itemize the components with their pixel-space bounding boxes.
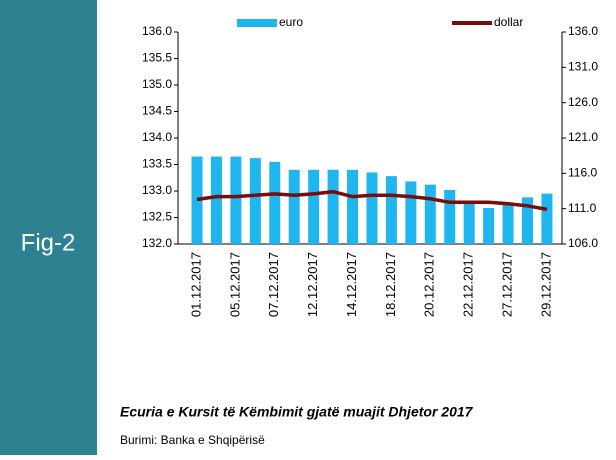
x-tick-label: 07.12.2017 bbox=[266, 252, 281, 317]
y2-tick-label: 116.0 bbox=[568, 166, 597, 180]
bar bbox=[308, 169, 320, 244]
bar bbox=[444, 189, 456, 244]
caption: Ecuria e Kursit të Këmbimit gjatë muajit… bbox=[120, 404, 474, 420]
x-tick-label: 12.12.2017 bbox=[305, 252, 320, 317]
y-tick-label: 135.0 bbox=[142, 77, 172, 91]
x-tick-label: 18.12.2017 bbox=[383, 252, 398, 317]
bar bbox=[249, 158, 261, 244]
legend-label: euro bbox=[279, 15, 303, 29]
side-panel bbox=[0, 0, 97, 455]
bar bbox=[269, 161, 281, 244]
bar bbox=[463, 201, 475, 244]
bar bbox=[191, 156, 203, 244]
bar bbox=[210, 156, 222, 244]
line bbox=[196, 189, 548, 212]
y2-tick-label: 106.0 bbox=[568, 236, 598, 250]
y-tick-label: 132.0 bbox=[142, 236, 172, 250]
bar bbox=[288, 169, 300, 244]
y2-tick-label: 121.0 bbox=[568, 130, 598, 144]
x-tick-label: 14.12.2017 bbox=[344, 252, 359, 317]
y2-tick-label: 131.0 bbox=[568, 60, 598, 74]
x-tick-label: 05.12.2017 bbox=[227, 252, 242, 317]
x-tick-label: 29.12.2017 bbox=[538, 252, 553, 317]
y-tick-label: 135.5 bbox=[142, 51, 172, 65]
y-tick-label: 134.0 bbox=[142, 130, 172, 144]
y2-tick-label: 111.0 bbox=[568, 201, 597, 215]
y-tick-label: 132.5 bbox=[142, 210, 172, 224]
y-tick-label: 133.5 bbox=[142, 157, 172, 171]
y2-tick-label: 126.0 bbox=[568, 95, 598, 109]
figure-label: Fig-2 bbox=[21, 229, 76, 256]
y2-tick-label: 136.0 bbox=[568, 24, 598, 38]
bar bbox=[385, 176, 397, 244]
bar bbox=[405, 181, 417, 244]
bar bbox=[230, 156, 242, 244]
bar bbox=[424, 184, 436, 244]
source: Burimi: Banka e Shqipërisë bbox=[120, 433, 265, 447]
bar bbox=[502, 204, 514, 244]
bar bbox=[366, 172, 378, 244]
bar bbox=[347, 169, 359, 244]
bar bbox=[541, 193, 553, 244]
legend-label: dollar bbox=[494, 15, 523, 29]
x-tick-label: 27.12.2017 bbox=[499, 252, 514, 317]
x-tick-label: 01.12.2017 bbox=[188, 252, 203, 317]
bar bbox=[327, 169, 339, 244]
legend-swatch bbox=[237, 19, 277, 27]
y-tick-label: 133.0 bbox=[142, 183, 172, 197]
x-tick-label: 22.12.2017 bbox=[461, 252, 476, 317]
bar bbox=[483, 207, 495, 244]
x-tick-label: 20.12.2017 bbox=[422, 252, 437, 317]
y-tick-label: 134.5 bbox=[142, 104, 172, 118]
bar bbox=[522, 197, 533, 244]
y-tick-label: 136.0 bbox=[142, 24, 172, 38]
